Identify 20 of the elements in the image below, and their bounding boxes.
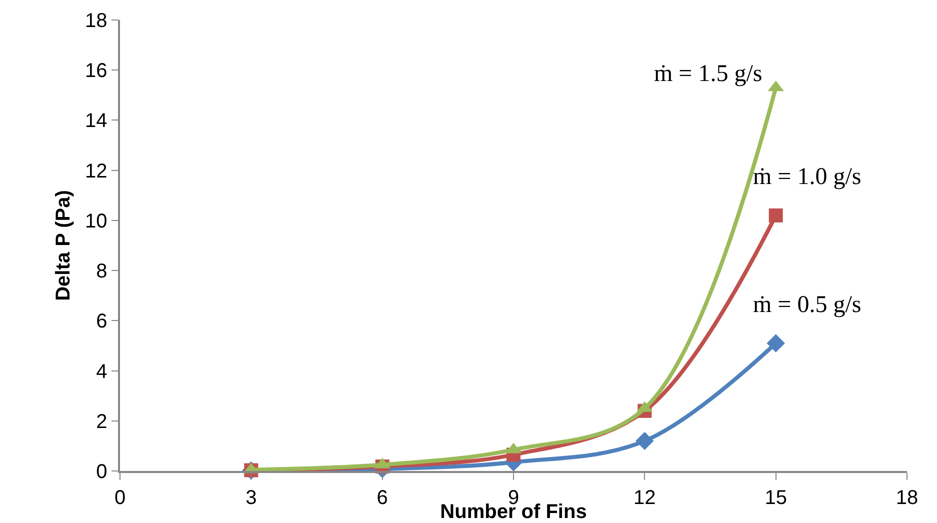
x-tick-label: 0 [114, 486, 126, 509]
x-tick-label: 6 [376, 486, 388, 509]
series-label: ṁ = 1.5 g/s [654, 61, 762, 87]
x-tick-label: 15 [764, 486, 787, 509]
y-tick-label: 18 [85, 10, 108, 32]
y-tick-label: 12 [85, 160, 108, 182]
y-tick-label: 10 [85, 210, 108, 232]
y-axis-title: Delta P (Pa) [52, 190, 74, 301]
x-tick-label: 3 [246, 486, 257, 509]
y-tick-label: 16 [85, 60, 108, 82]
series-label: ṁ = 1.0 g/s [753, 164, 862, 190]
y-tick-label: 8 [96, 260, 108, 283]
y-tick-label: 0 [96, 461, 108, 483]
x-tick-label: 18 [896, 486, 918, 509]
y-tick-label: 4 [96, 360, 108, 383]
x-tick-label: 12 [634, 486, 656, 509]
y-tick-label: 6 [96, 310, 108, 333]
series-label: ṁ = 0.5 g/s [753, 292, 862, 318]
y-tick-label: 14 [85, 110, 108, 132]
y-tick-label: 2 [96, 410, 108, 433]
